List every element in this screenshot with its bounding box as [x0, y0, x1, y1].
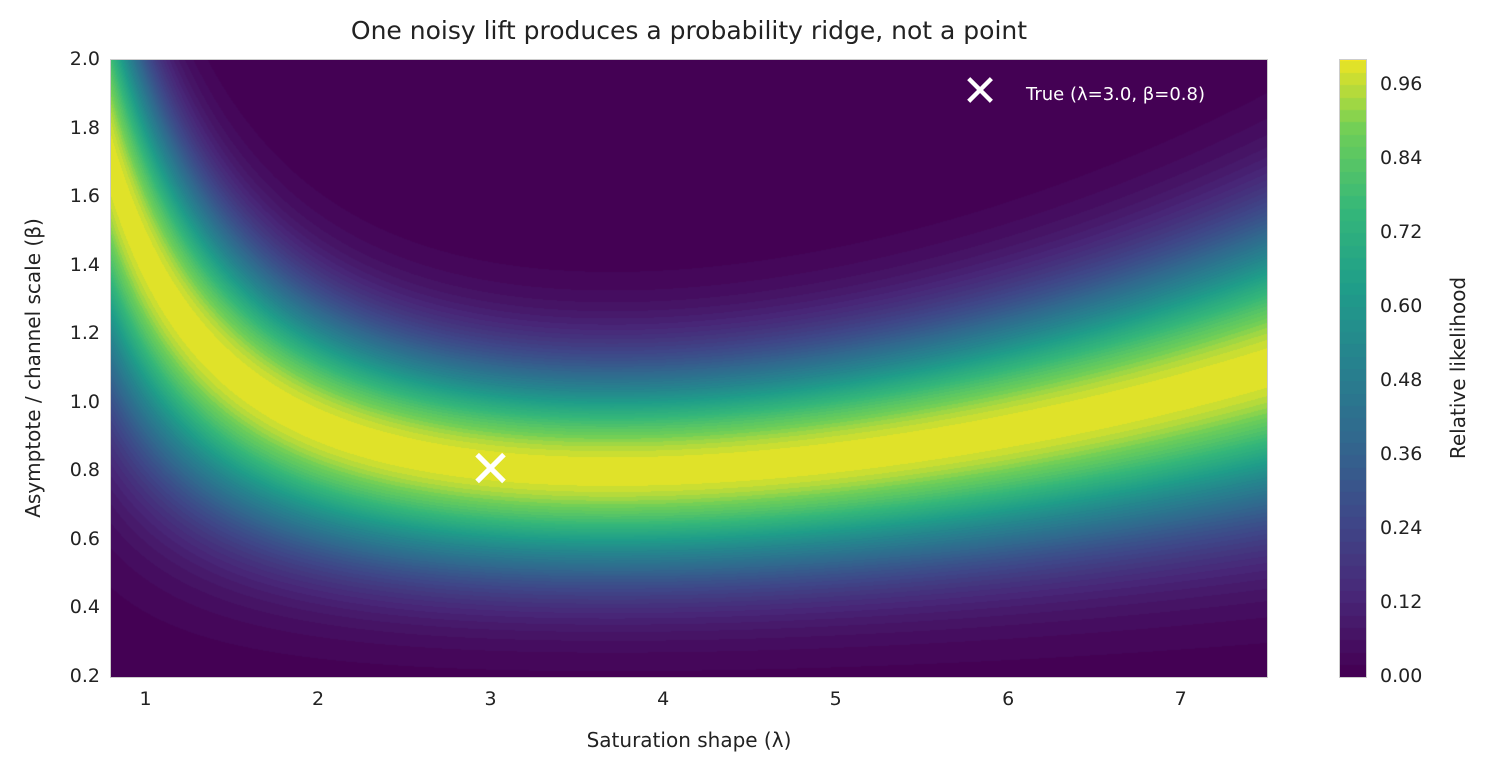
- y-tick-label: 1.2: [69, 322, 100, 345]
- x-tick-label: 2: [311, 688, 325, 710]
- x-tick-label: 5: [829, 688, 842, 710]
- colorbar-tick-label: 0.12: [1380, 590, 1423, 613]
- y-tick-label: 2.0: [69, 48, 100, 70]
- colorbar-tick-label: 0.72: [1380, 220, 1423, 243]
- true-value-marker: ✕: [468, 440, 513, 501]
- likelihood-heatmap: [111, 60, 1267, 677]
- colorbar: [1340, 60, 1366, 677]
- colorbar-tick-label: 0.48: [1380, 368, 1423, 391]
- x-tick-label: 7: [1174, 688, 1187, 710]
- y-axis-label: Asymptote / channel scale (β): [21, 218, 45, 518]
- y-tick-label: 0.2: [69, 665, 100, 687]
- colorbar-tick-label: 0.24: [1380, 516, 1423, 539]
- y-tick-label: 1.0: [69, 390, 100, 413]
- colorbar-label: Relative likelihood: [1446, 276, 1470, 460]
- x-tick-label: 1: [139, 688, 152, 710]
- colorbar-tick-label: 0.36: [1380, 442, 1423, 465]
- colorbar-tick-label: 0.60: [1380, 294, 1423, 317]
- y-tick-label: 1.6: [69, 185, 100, 208]
- y-tick-label: 0.8: [69, 459, 100, 482]
- x-axis-label: Saturation shape (λ): [586, 728, 792, 752]
- colorbar-tick-label: 0.00: [1380, 665, 1423, 687]
- chart-title: One noisy lift produces a probability ri…: [350, 16, 1028, 45]
- x-tick-label: 4: [657, 688, 670, 710]
- colorbar-tick-label: 0.96: [1380, 72, 1423, 95]
- x-tick-label: 3: [484, 688, 497, 710]
- legend-marker-icon: ✕: [961, 66, 999, 118]
- y-tick-label: 0.4: [69, 596, 100, 619]
- y-tick-label: 0.6: [69, 527, 100, 550]
- colorbar-tick-label: 0.84: [1380, 146, 1423, 169]
- y-tick-label: 1.8: [69, 116, 100, 139]
- legend-label: True (λ=3.0, β=0.8): [1026, 84, 1205, 105]
- plot-frame: [110, 59, 1268, 678]
- colorbar-frame: [1339, 59, 1367, 678]
- x-tick-label: 6: [1002, 688, 1015, 710]
- y-tick-label: 1.4: [69, 253, 100, 276]
